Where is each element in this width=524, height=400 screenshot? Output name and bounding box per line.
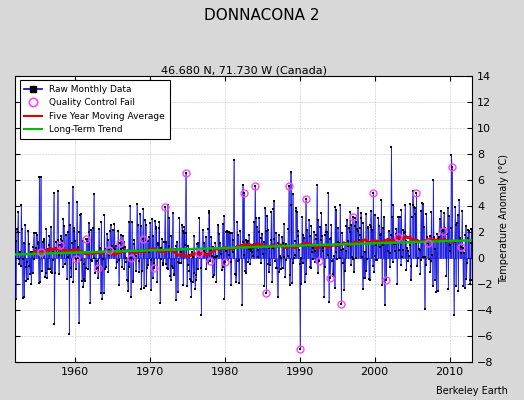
Text: DONNACONA 2: DONNACONA 2 (204, 8, 320, 23)
Text: Berkeley Earth: Berkeley Earth (436, 386, 508, 396)
Y-axis label: Temperature Anomaly (°C): Temperature Anomaly (°C) (499, 154, 509, 284)
Legend: Raw Monthly Data, Quality Control Fail, Five Year Moving Average, Long-Term Tren: Raw Monthly Data, Quality Control Fail, … (19, 80, 170, 139)
Title: 46.680 N, 71.730 W (Canada): 46.680 N, 71.730 W (Canada) (160, 65, 326, 75)
